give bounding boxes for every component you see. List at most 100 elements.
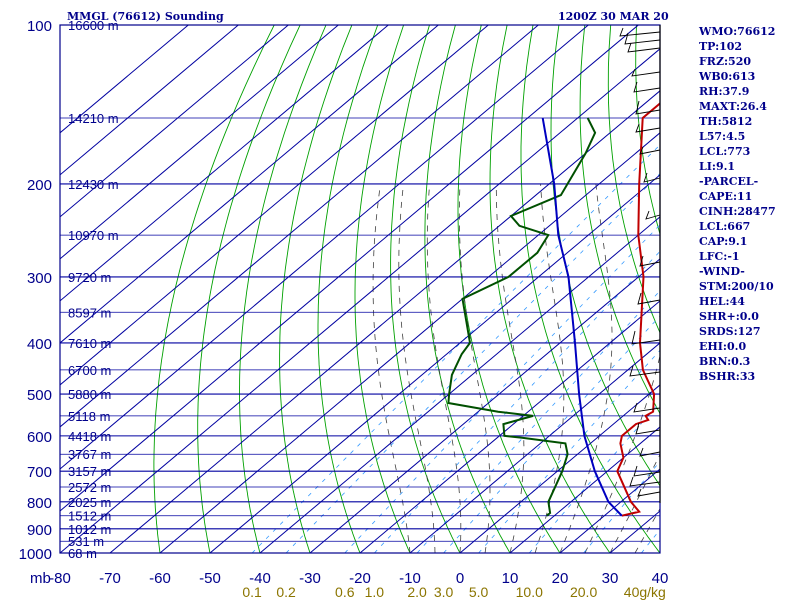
pressure-tick-label: 700	[27, 464, 52, 481]
sounding-curves	[447, 102, 660, 517]
mixing-ratio-label: 0.1	[242, 584, 262, 600]
temperature-tick-label: 40	[652, 570, 669, 587]
pressure-tick-label: 300	[27, 270, 52, 287]
height-label: 68 m	[68, 546, 97, 561]
height-label: 14210 m	[68, 111, 119, 126]
height-label: 5118 m	[68, 409, 110, 424]
height-label: 1012 m	[68, 522, 111, 537]
isotherm-line	[60, 25, 539, 428]
height-label: 2025 m	[68, 495, 111, 510]
dry-adiabat-line	[279, 25, 353, 553]
isotherm-line	[60, 25, 639, 512]
moist-adiabat-line	[634, 507, 660, 553]
height-label: 9720 m	[68, 270, 111, 285]
stability-index-line: TP:102	[699, 40, 742, 53]
mixing-ratio-label: 5.0	[469, 584, 489, 600]
height-label: 6700 m	[68, 363, 111, 378]
dry-adiabat-line	[792, 25, 800, 553]
wind-barb	[635, 422, 661, 435]
stability-index-line: HEL:44	[699, 295, 745, 308]
isotherm-line	[359, 300, 660, 553]
stability-index-line: SRDS:127	[699, 325, 761, 338]
isotherm-line	[60, 25, 489, 386]
mixing-ratio-label: 3.0	[434, 584, 454, 600]
wind-barb	[627, 42, 661, 53]
wind-barb	[633, 81, 661, 93]
chart-title: MMGL (76612) Sounding	[67, 10, 224, 23]
moist-adiabat-line	[495, 183, 525, 553]
wind-barb	[637, 488, 661, 497]
stability-index-panel: WMO:76612 TP:102 FRZ:520 WB0:613 RH:37.9 MAXT…	[698, 25, 776, 383]
wind-barb	[631, 330, 661, 345]
isotherm-line	[60, 25, 239, 176]
mixing-ratio-label: 2.0	[407, 584, 427, 600]
moist-adiabat-line	[609, 453, 660, 553]
height-label: 5880 m	[68, 387, 111, 402]
stability-index-line: LCL:773	[699, 145, 750, 158]
isotherm-line	[109, 90, 660, 553]
height-label: 4418 m	[68, 429, 111, 444]
mixing-ratio-label: 1.0	[365, 584, 385, 600]
stability-index-line: LFC:-1	[699, 250, 740, 263]
stability-index-line: WMO:76612	[698, 25, 775, 38]
height-label: 531 m	[68, 534, 104, 549]
isotherm-line	[209, 174, 660, 553]
wind-barb	[639, 447, 661, 457]
pressure-unit-label: mb	[30, 570, 51, 587]
pressure-tick-label: 100	[27, 18, 52, 35]
temperature-tick-label: -60	[149, 570, 171, 587]
temperature-tick-label: 30	[602, 570, 619, 587]
height-label: 3157 m	[68, 464, 111, 479]
wind-barb	[619, 27, 661, 37]
stability-index-line: -WIND-	[699, 265, 745, 278]
isotherm-line	[60, 25, 439, 344]
stability-index-line: SHR+:0.0	[699, 310, 759, 323]
mixing-ratio-label: 20.0	[570, 584, 597, 600]
isotherm-line	[509, 426, 660, 553]
wind-barb	[635, 123, 661, 133]
temperature-tick-label: 10	[502, 570, 519, 587]
isotherm-line	[60, 25, 389, 302]
mixing-ratio-label: 0.2	[276, 584, 296, 600]
wind-barb	[639, 146, 661, 155]
temperature-curve	[616, 102, 660, 517]
wind-barb	[629, 365, 661, 377]
stability-index-line: WB0:613	[698, 70, 755, 83]
temperature-tick-label: -80	[49, 570, 71, 587]
wind-barb	[635, 100, 661, 115]
stability-index-line: MAXT:26.4	[699, 100, 767, 113]
stability-index-line: CINH:28477	[699, 205, 776, 218]
stability-index-line: LI:9.1	[699, 160, 735, 173]
moist-adiabat-line	[398, 183, 436, 553]
stability-index-line: L57:4.5	[699, 130, 745, 143]
height-label: 3767 m	[68, 447, 111, 462]
moist-adiabat-line	[372, 183, 411, 553]
temperature-tick-label: -30	[299, 570, 321, 587]
temperature-tick-label: -40	[249, 570, 271, 587]
isotherm-line	[60, 48, 660, 553]
isotherm-line	[60, 25, 289, 218]
stability-index-line: -PARCEL-	[699, 175, 758, 188]
temperature-tick-label: -10	[399, 570, 421, 587]
chart-datetime: 1200Z 30 MAR 20	[558, 10, 669, 23]
height-label: 12430 m	[68, 177, 119, 192]
pressure-tick-label: 600	[27, 429, 52, 446]
stability-index-line: LCL:667	[699, 220, 750, 233]
moist-adiabat-line	[559, 183, 613, 553]
wind-barb	[639, 255, 661, 267]
isotherm-line	[159, 132, 660, 553]
moist-adiabat-line	[584, 354, 660, 553]
wind-barb	[633, 402, 661, 413]
pressure-tick-label: 1000	[19, 546, 52, 563]
stability-index-line: FRZ:520	[699, 55, 751, 68]
wind-barb	[633, 465, 661, 477]
stability-index-line: EHI:0.0	[699, 340, 746, 353]
dry-adiabat-line	[390, 25, 461, 553]
temperature-tick-label: 0	[456, 570, 464, 587]
stability-index-line: RH:37.9	[699, 85, 749, 98]
dry-adiabat-line	[317, 25, 379, 553]
mixing-ratio-label: 0.6	[335, 584, 355, 600]
stability-index-line: STM:200/10	[699, 280, 774, 293]
isotherm-line	[60, 25, 589, 470]
